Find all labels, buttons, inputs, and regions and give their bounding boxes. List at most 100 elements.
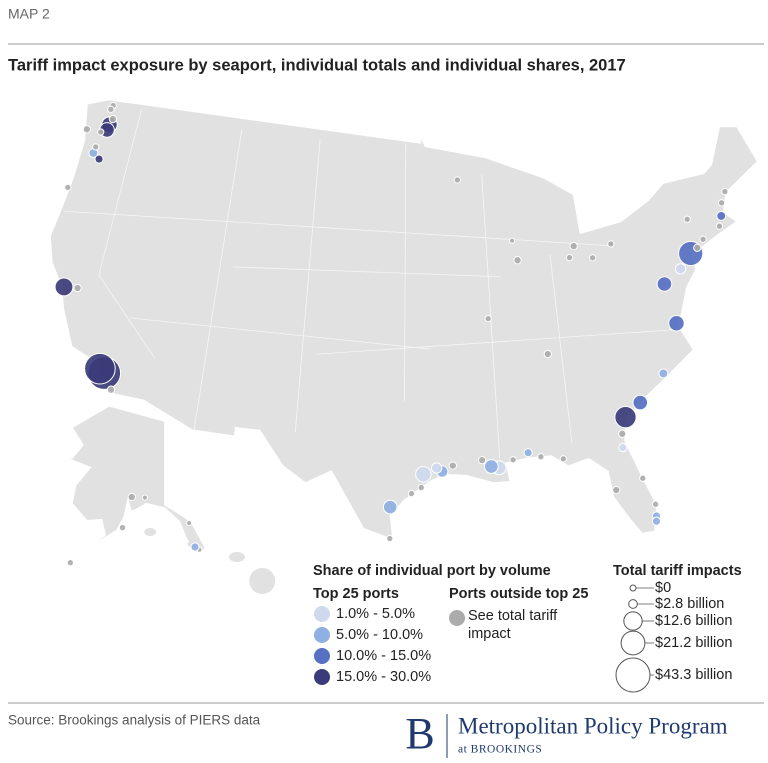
port	[186, 520, 193, 527]
port	[717, 199, 726, 207]
state-line	[316, 328, 682, 355]
port	[565, 253, 574, 262]
state-line	[232, 266, 502, 278]
size-key	[629, 584, 637, 592]
port	[668, 315, 685, 332]
port	[509, 456, 517, 464]
port	[64, 183, 72, 192]
legend-heading: Ports outside top 25	[449, 586, 588, 602]
state-line	[294, 139, 321, 433]
port	[612, 485, 621, 495]
legend-heading: Top 25 ports	[313, 586, 399, 602]
legend-label: 5.0% - 10.0%	[336, 627, 423, 643]
us-outline	[49, 99, 759, 541]
port	[97, 128, 105, 136]
port	[448, 461, 457, 470]
legend-swatch	[314, 627, 330, 643]
legend-label: 1.0% - 5.0%	[336, 606, 415, 622]
port	[73, 283, 82, 293]
logo-sub: at BROOKINGS	[458, 744, 542, 756]
port	[417, 483, 425, 492]
size-key	[615, 657, 651, 693]
state-line	[549, 254, 573, 444]
port	[721, 187, 729, 196]
port	[543, 349, 552, 359]
port	[66, 559, 75, 567]
size-key-label: $0	[655, 580, 671, 596]
port	[82, 125, 91, 134]
port	[683, 215, 691, 223]
state-line	[129, 317, 431, 350]
legend-swatch	[314, 606, 330, 622]
port	[415, 465, 432, 483]
logo-name: Metropolitan Policy Program	[458, 713, 728, 738]
port	[106, 385, 116, 394]
legend-title: Share of individual port by volume	[313, 563, 551, 579]
port	[523, 448, 533, 458]
hawaii-island	[144, 528, 157, 536]
port	[651, 500, 660, 508]
port	[537, 453, 545, 461]
port	[607, 240, 615, 248]
port	[618, 443, 628, 453]
map-label: MAP 2	[8, 6, 50, 22]
ports	[54, 101, 729, 567]
hawaii-island	[249, 568, 276, 594]
port	[430, 462, 443, 474]
legend-swatch	[449, 610, 465, 626]
source: Source: Brookings analysis of PIERS data	[8, 713, 261, 728]
port	[639, 474, 647, 482]
port	[484, 314, 492, 323]
size-key-label: $12.6 billion	[655, 613, 732, 629]
port	[84, 352, 116, 385]
port	[651, 516, 662, 526]
port	[693, 243, 702, 252]
port	[674, 263, 687, 275]
port	[513, 256, 522, 265]
port	[94, 154, 104, 164]
port	[477, 455, 487, 465]
port	[54, 277, 74, 297]
port	[141, 494, 148, 501]
legend: 1.0% - 5.0% 5.0% - 10.0% 10.0% - 15.0% 15.0…	[314, 580, 732, 693]
port	[127, 492, 136, 502]
size-key-label: $2.8 billion	[655, 596, 724, 612]
port	[618, 429, 627, 438]
port	[508, 237, 516, 244]
legend-swatch	[314, 669, 330, 685]
port	[716, 210, 727, 221]
hawaii-island	[229, 552, 245, 562]
port	[715, 222, 724, 230]
logo-initial: B	[405, 709, 434, 758]
port	[407, 489, 416, 498]
port	[190, 542, 200, 552]
port	[658, 368, 669, 379]
legend-label: 10.0% - 15.0%	[336, 648, 431, 664]
port	[386, 534, 394, 543]
port	[569, 241, 578, 251]
port	[699, 235, 707, 243]
state-line	[404, 143, 407, 401]
state-line	[193, 129, 243, 431]
port	[656, 276, 673, 292]
size-key-label: $21.2 billion	[655, 635, 732, 651]
port	[92, 143, 100, 151]
port	[108, 114, 118, 124]
size-key	[623, 611, 643, 631]
port	[632, 394, 649, 411]
size-key	[620, 630, 646, 656]
state-line	[63, 210, 613, 247]
size-key	[628, 599, 638, 609]
port	[614, 405, 637, 429]
port	[483, 459, 499, 474]
legend-outside-label: See total tariff impact	[468, 608, 558, 642]
legend-swatch	[314, 648, 330, 664]
title: Tariff impact exposure by seaport, indiv…	[8, 56, 626, 74]
alaska-outline	[64, 405, 207, 557]
land	[49, 99, 759, 594]
size-legend-title: Total tariff impacts	[613, 563, 742, 579]
port	[588, 254, 597, 262]
port	[382, 499, 398, 515]
